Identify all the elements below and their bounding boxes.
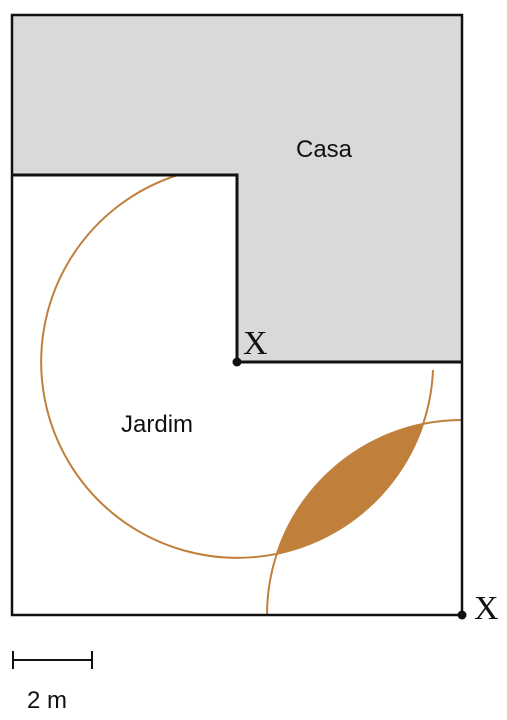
house-label: Casa	[296, 136, 353, 163]
point-corner-label: X	[474, 590, 499, 627]
scale-bar	[12, 651, 93, 669]
house-boundary	[12, 173, 462, 364]
outer-boundary	[10, 13, 464, 617]
circle-arc-center	[40, 174, 434, 559]
circle-arc-corner	[266, 419, 463, 616]
scale-label: 2 m	[27, 687, 67, 714]
intersection-area	[276, 424, 423, 554]
point-center-label: X	[243, 325, 268, 362]
garden-label: Jardim	[121, 411, 193, 438]
point-corner	[457, 610, 467, 620]
point-center	[232, 357, 242, 367]
